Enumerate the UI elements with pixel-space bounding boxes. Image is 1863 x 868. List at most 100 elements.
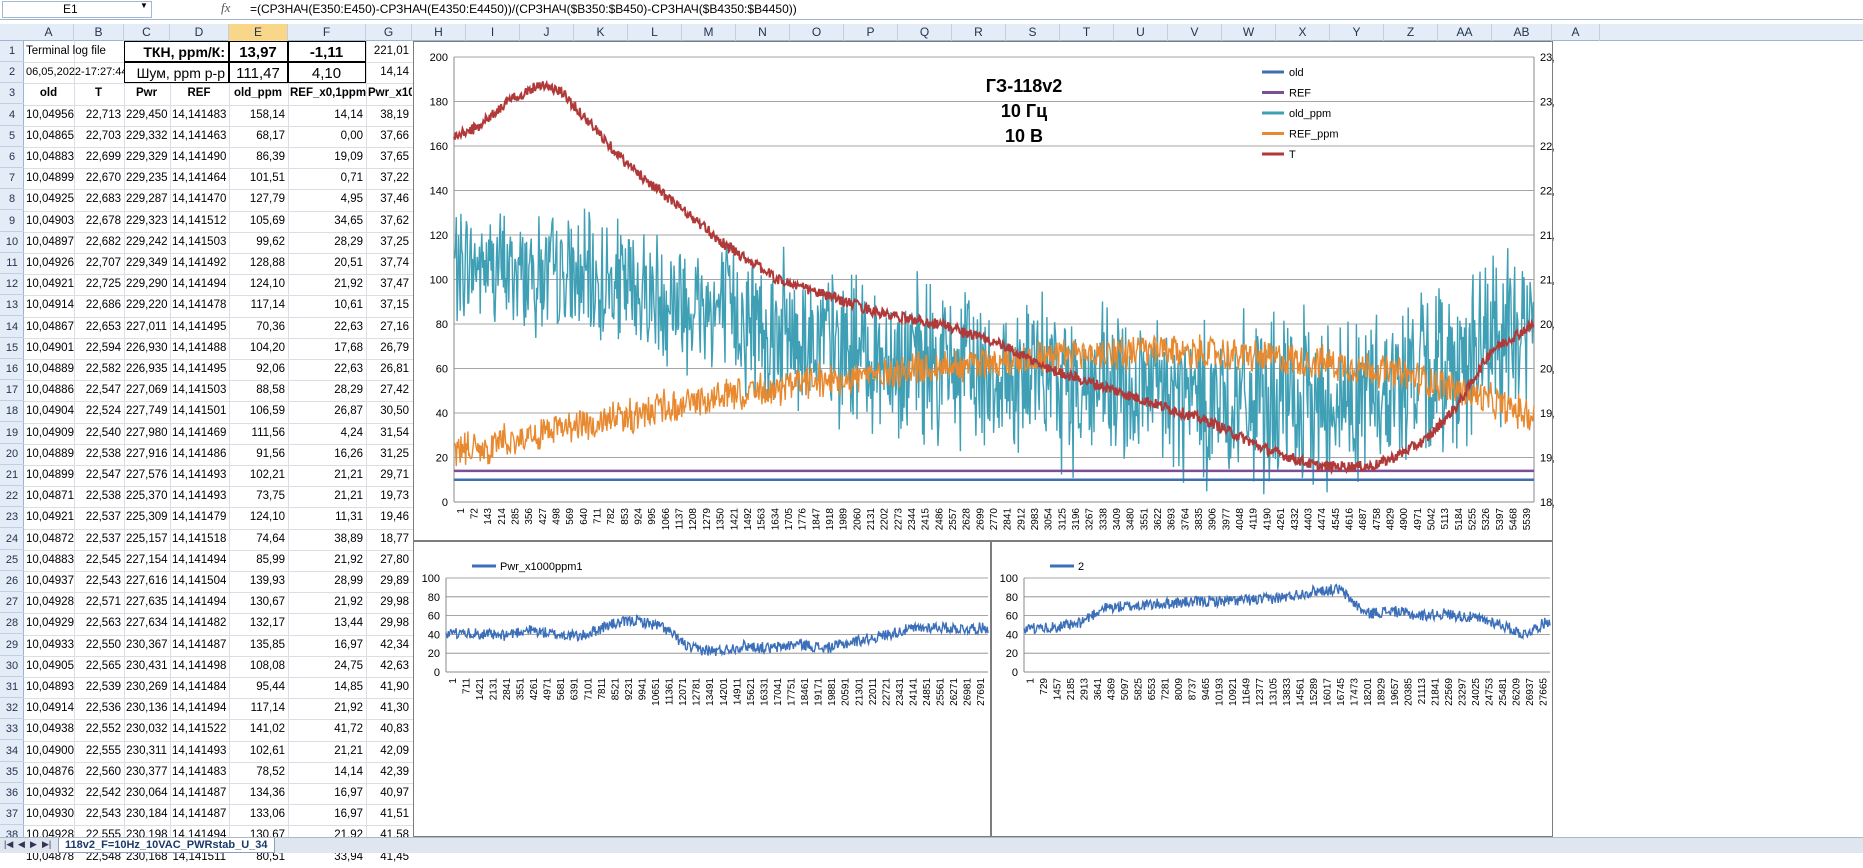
table-cell[interactable]: 229,242: [126, 235, 168, 248]
table-cell[interactable]: 14,141494: [172, 596, 227, 609]
table-cell[interactable]: 14,85: [334, 681, 363, 693]
table-cell[interactable]: 22,552: [85, 723, 121, 736]
row-header-26[interactable]: 26: [0, 571, 24, 592]
table-cell[interactable]: 227,635: [126, 596, 168, 609]
table-cell[interactable]: 10,049266: [26, 257, 74, 269]
table-cell[interactable]: 14,141486: [172, 447, 227, 460]
table-cell[interactable]: 28,29: [334, 235, 363, 248]
table-cell[interactable]: 14,141503: [172, 235, 227, 248]
table-cell[interactable]: 85,99: [256, 553, 285, 566]
column-header-v[interactable]: V: [1168, 24, 1222, 41]
table-cell[interactable]: 229,287: [126, 193, 168, 206]
column-header-k[interactable]: K: [574, 24, 628, 41]
column-header-n[interactable]: N: [736, 24, 790, 41]
table-cell[interactable]: 22,550: [85, 638, 121, 651]
table-cell[interactable]: 229,220: [126, 299, 168, 312]
table-cell[interactable]: 14,141518: [172, 532, 227, 545]
table-cell[interactable]: 29,98: [380, 596, 409, 609]
row-header-30[interactable]: 30: [0, 656, 24, 677]
table-cell[interactable]: 22,547: [85, 384, 121, 397]
table-cell[interactable]: 229,329: [126, 151, 168, 163]
row-header-31[interactable]: 31: [0, 677, 24, 698]
cell-noise-ref[interactable]: 4,10: [288, 62, 366, 84]
column-header-aa[interactable]: AA: [1438, 24, 1492, 41]
table-cell[interactable]: 10,049308: [26, 808, 74, 821]
table-cell[interactable]: 22,540: [85, 426, 121, 439]
row-header-36[interactable]: 36: [0, 783, 24, 804]
table-cell[interactable]: 14,141494: [172, 553, 227, 566]
table-cell[interactable]: 135,85: [249, 638, 285, 651]
table-cell[interactable]: 134,36: [249, 787, 285, 799]
table-cell[interactable]: 111,56: [251, 426, 285, 439]
table-cell[interactable]: 88,58: [256, 384, 285, 397]
next-sheet-icon[interactable]: ▶: [30, 839, 37, 849]
column-header-a[interactable]: A: [24, 24, 74, 41]
table-cell[interactable]: 22,582: [85, 363, 121, 375]
row-header-2[interactable]: 2: [0, 62, 24, 84]
table-cell[interactable]: 37,15: [380, 299, 409, 312]
table-cell[interactable]: 42,09: [380, 744, 409, 757]
column-header-g[interactable]: G: [366, 24, 412, 41]
table-cell[interactable]: 14,141487: [172, 638, 227, 651]
table-cell[interactable]: 29,71: [380, 469, 409, 481]
table-cell[interactable]: 74,64: [256, 532, 285, 545]
table-cell[interactable]: 26,79: [380, 341, 409, 354]
table-cell[interactable]: 117,14: [250, 702, 285, 715]
table-cell[interactable]: 14,141490: [172, 151, 227, 163]
column-header-r[interactable]: R: [952, 24, 1006, 41]
table-cell[interactable]: 14,141469: [172, 426, 227, 439]
table-cell[interactable]: 102,61: [249, 744, 285, 757]
function-icon[interactable]: fx: [221, 0, 231, 15]
row-header-22[interactable]: 22: [0, 486, 24, 508]
table-cell[interactable]: 14,141484: [172, 681, 227, 693]
table-cell[interactable]: 22,686: [85, 299, 121, 312]
row-header-9[interactable]: 9: [0, 211, 24, 232]
table-cell[interactable]: 139,93: [249, 575, 285, 587]
table-cell[interactable]: 34,65: [334, 214, 363, 227]
column-header-w[interactable]: W: [1222, 24, 1276, 41]
table-cell[interactable]: 14,141478: [172, 299, 227, 312]
table-cell[interactable]: 14,141494: [172, 278, 227, 291]
table-cell[interactable]: 230,311: [126, 744, 167, 757]
table-cell[interactable]: 78,52: [256, 765, 285, 778]
table-cell[interactable]: 10,048839: [26, 151, 74, 163]
table-cell[interactable]: 14,141493: [172, 490, 227, 503]
table-cell[interactable]: 229,332: [126, 129, 168, 142]
row-header-11[interactable]: 11: [0, 253, 24, 274]
cell-noise-old[interactable]: 111,47: [229, 62, 288, 84]
table-cell[interactable]: 26,81: [380, 363, 409, 375]
table-cell[interactable]: 141,02: [249, 723, 285, 736]
table-cell[interactable]: 229,349: [126, 257, 168, 269]
column-header-ab[interactable]: AB: [1492, 24, 1552, 41]
table-cell[interactable]: 10,048998: [26, 469, 74, 481]
table-cell[interactable]: 70,36: [256, 320, 285, 333]
column-header-b[interactable]: B: [74, 24, 124, 41]
table-cell[interactable]: 14,141494: [172, 702, 227, 715]
row-header-32[interactable]: 32: [0, 698, 24, 720]
table-cell[interactable]: 22,682: [85, 235, 121, 248]
table-cell[interactable]: 22,560: [85, 765, 121, 778]
column-title[interactable]: Pwr_x10: [368, 87, 412, 100]
table-cell[interactable]: 14,141487: [172, 808, 227, 821]
column-header-x[interactable]: X: [1276, 24, 1330, 41]
table-cell[interactable]: 14,14: [334, 108, 363, 121]
row-header-25[interactable]: 25: [0, 550, 24, 571]
table-cell[interactable]: 105,69: [249, 214, 285, 227]
table-cell[interactable]: 28,29: [334, 384, 363, 397]
table-cell[interactable]: 230,367: [126, 638, 168, 651]
table-cell[interactable]: 22,542: [85, 787, 121, 799]
table-cell[interactable]: 10,049033: [26, 214, 74, 227]
table-cell[interactable]: 37,47: [380, 278, 409, 291]
row-header-7[interactable]: 7: [0, 168, 24, 190]
table-cell[interactable]: 4,24: [340, 426, 363, 439]
table-cell[interactable]: 14,141512: [172, 214, 227, 227]
row-header-29[interactable]: 29: [0, 635, 24, 656]
table-cell[interactable]: 16,97: [334, 787, 363, 799]
column-header-y[interactable]: Y: [1330, 24, 1384, 41]
row-header-17[interactable]: 17: [0, 380, 24, 402]
table-cell[interactable]: 68,17: [256, 129, 285, 142]
table-cell[interactable]: 19,73: [380, 490, 409, 503]
table-cell[interactable]: 14,141493: [172, 744, 227, 757]
table-cell[interactable]: 230,032: [126, 723, 168, 736]
